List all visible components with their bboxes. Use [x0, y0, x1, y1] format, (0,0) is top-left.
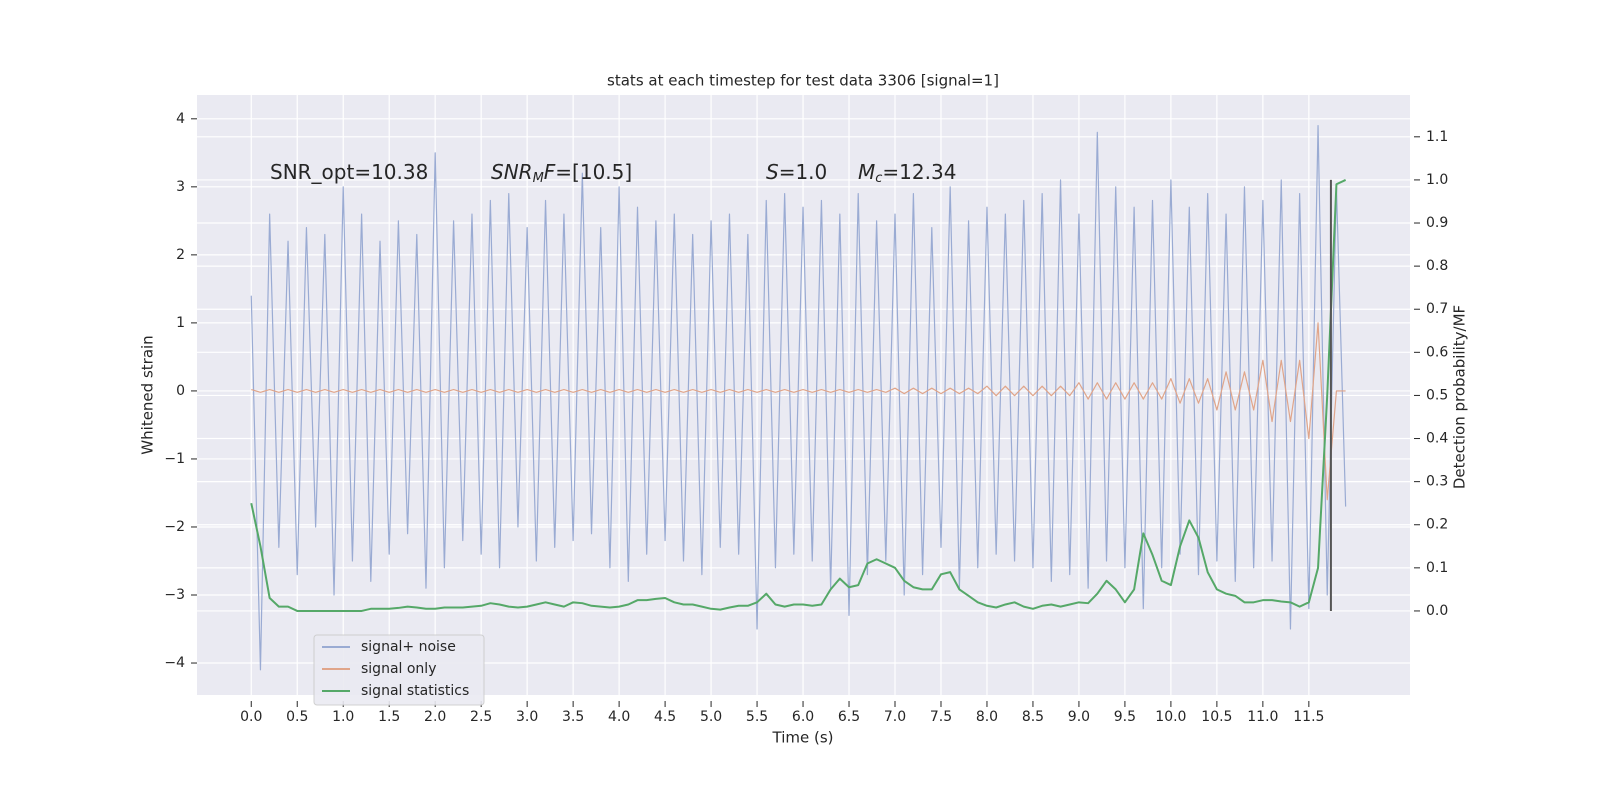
annotation-part: =12.34: [882, 160, 956, 184]
y-axis-label: Whitened strain: [139, 335, 157, 454]
y2-tick-label: 0.1: [1426, 560, 1448, 576]
annotation: SNR_opt=10.38: [270, 160, 428, 184]
x-tick-label: 5.5: [746, 709, 768, 725]
x-tick-label: 8.5: [1022, 709, 1044, 725]
x-tick-label: 4.0: [608, 709, 630, 725]
x-tick-label: 0.5: [286, 709, 308, 725]
y-tick-label: −3: [164, 587, 185, 603]
x-tick-label: 4.5: [654, 709, 676, 725]
y2-tick-label: 0.0: [1426, 603, 1448, 619]
y2-tick-label: 0.7: [1426, 301, 1448, 317]
x-tick-label: 6.5: [838, 709, 860, 725]
x-tick-label: 6.0: [792, 709, 814, 725]
x-tick-label: 9.5: [1114, 709, 1136, 725]
legend-box: [313, 634, 485, 706]
y-tick-label: 1: [176, 315, 185, 331]
annotation: SNRMF=[10.5]: [491, 160, 632, 186]
annotation-part: SNR_opt=10.38: [270, 160, 428, 184]
x-tick-label: 1.0: [332, 709, 354, 725]
line-series: [250, 179, 1347, 612]
chart-title: stats at each timestep for test data 330…: [607, 72, 999, 90]
x-tick-label: 7.0: [884, 709, 906, 725]
annotation-part: c: [875, 171, 882, 186]
legend-label: signal only: [361, 661, 436, 677]
y-tick-label: 0: [176, 383, 185, 399]
legend: signal+ noise signal only signal statistic…: [313, 634, 485, 706]
annotation-part: SNR: [491, 160, 533, 184]
y2-tick-label: 1.0: [1426, 172, 1448, 188]
x-tick-label: 0.0: [240, 709, 262, 725]
x-tick-label: 11.0: [1247, 709, 1278, 725]
annotation-part: =1.0: [779, 160, 828, 184]
x-tick-label: 3.0: [516, 709, 538, 725]
y-tick-label: 4: [176, 111, 185, 127]
x-tick-label: 8.0: [976, 709, 998, 725]
annotation-part: M: [533, 171, 544, 186]
y-tick-label: −2: [164, 519, 185, 535]
x-tick-label: 3.5: [562, 709, 584, 725]
x-tick-label: 11.5: [1293, 709, 1324, 725]
x-tick-label: 1.5: [378, 709, 400, 725]
y2-tick-label: 0.4: [1426, 431, 1448, 447]
y2-tick-label: 0.8: [1426, 258, 1448, 274]
y2-tick-label: 0.6: [1426, 344, 1448, 360]
y2-tick-label: 0.2: [1426, 517, 1448, 533]
x-axis-label: Time (s): [772, 729, 834, 747]
annotation-part: =[10.5]: [555, 160, 632, 184]
x-tick-label: 2.0: [424, 709, 446, 725]
y-tick-label: 3: [176, 179, 185, 195]
y-tick-label: −4: [164, 655, 185, 671]
line-series: [250, 125, 1347, 671]
annotation-part: M: [858, 160, 875, 184]
y2-tick-label: 0.5: [1426, 387, 1448, 403]
y2-axis-label: Detection probability/MF: [1451, 305, 1469, 489]
legend-label: signal+ noise: [361, 639, 456, 655]
legend-label: signal statistics: [361, 683, 469, 699]
x-tick-label: 10.0: [1155, 709, 1186, 725]
x-tick-label: 5.0: [700, 709, 722, 725]
y-tick-label: −1: [164, 451, 185, 467]
annotation: Mc=12.34: [858, 160, 956, 186]
x-tick-label: 2.5: [470, 709, 492, 725]
y-tick-label: 2: [176, 247, 185, 263]
y2-tick-label: 0.9: [1426, 215, 1448, 231]
x-tick-label: 7.5: [930, 709, 952, 725]
line-series: [251, 322, 1346, 501]
y2-tick-label: 0.3: [1426, 474, 1448, 490]
annotation-part: S: [766, 160, 779, 184]
annotation: S=1.0: [766, 160, 827, 184]
x-tick-label: 9.0: [1068, 709, 1090, 725]
y2-tick-label: 1.1: [1426, 129, 1448, 145]
x-tick-label: 10.5: [1201, 709, 1232, 725]
annotation-part: F: [544, 160, 556, 184]
